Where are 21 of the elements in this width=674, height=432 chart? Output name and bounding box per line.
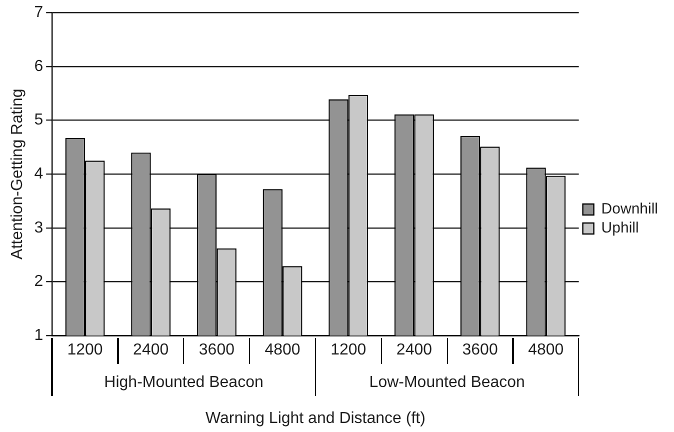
y-tick-label: 6 <box>34 58 44 75</box>
text: Low-Mounted Beacon <box>369 374 525 392</box>
x-tick-label: 3600 <box>462 342 498 359</box>
y-tick-label: 2 <box>34 273 44 290</box>
x-tick-label: 1200 <box>67 342 103 359</box>
x-tick-label: 1200 <box>330 342 366 359</box>
legend-label: Uphill <box>601 220 639 237</box>
x-tick-label: 2400 <box>396 342 432 359</box>
y-axis-title: Attention-Getting Rating <box>9 88 26 260</box>
y-tick-label: 5 <box>34 112 44 129</box>
y-tick-label: 1 <box>34 327 44 344</box>
y-tick-label: 7 <box>34 4 44 22</box>
x-tick-label: 3600 <box>198 342 235 359</box>
text: High-Mounted Beacon <box>104 374 264 392</box>
legend-label: Downhill <box>601 200 658 218</box>
y-tick-label: 3 <box>34 219 44 236</box>
x-tick-label: 4800 <box>528 342 564 359</box>
x-tick-label: 4800 <box>264 342 300 359</box>
y-tick-label: 4 <box>34 166 44 183</box>
x-axis-title: Warning Light and Distance (ft) <box>205 410 426 427</box>
x-tick-label: 2400 <box>133 342 169 359</box>
